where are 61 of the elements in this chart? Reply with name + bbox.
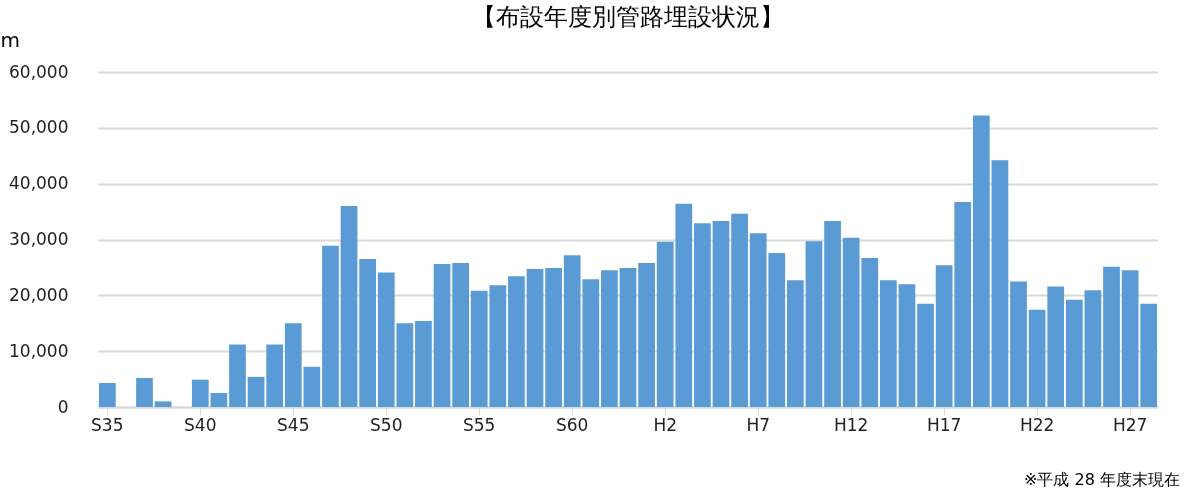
bar bbox=[1084, 290, 1102, 407]
x-tick-label: H12 bbox=[833, 414, 869, 435]
x-tick-label: S35 bbox=[91, 414, 124, 435]
bar bbox=[359, 259, 377, 407]
y-tick-label: 10,000 bbox=[9, 340, 69, 361]
bar bbox=[1065, 299, 1083, 407]
bar bbox=[98, 382, 116, 407]
bar bbox=[991, 160, 1009, 407]
x-tick-label: S50 bbox=[370, 414, 403, 435]
y-axis-title: m bbox=[0, 27, 20, 52]
bar bbox=[787, 280, 804, 407]
bar bbox=[247, 376, 265, 407]
bar bbox=[1103, 266, 1120, 407]
bar bbox=[601, 270, 618, 407]
y-tick-label: 0 bbox=[57, 396, 69, 417]
bar bbox=[210, 393, 228, 407]
bar bbox=[191, 379, 209, 407]
bar bbox=[1047, 286, 1065, 407]
bar bbox=[638, 262, 655, 407]
bar bbox=[545, 267, 562, 407]
bar bbox=[712, 221, 730, 407]
x-tick-label: S60 bbox=[555, 414, 589, 435]
bar bbox=[619, 267, 637, 407]
bar bbox=[1028, 309, 1046, 407]
bar bbox=[879, 280, 897, 407]
chart-title: 【布設年度別管路埋設状況】 bbox=[472, 3, 784, 31]
bar bbox=[452, 262, 469, 407]
bar bbox=[694, 223, 711, 407]
y-tick-label: 50,000 bbox=[9, 117, 69, 138]
x-tick-label: H22 bbox=[1019, 414, 1055, 435]
y-tick-label: 30,000 bbox=[9, 229, 69, 249]
text: ※平成 28 年度末現在 bbox=[1024, 470, 1180, 491]
bar bbox=[805, 241, 823, 407]
x-tick-label: H27 bbox=[1112, 414, 1148, 435]
y-tick-label: 60,000 bbox=[9, 61, 69, 82]
bar bbox=[154, 401, 172, 407]
x-tick-label: H2 bbox=[653, 414, 677, 435]
bar bbox=[917, 303, 934, 407]
x-tick-label: S40 bbox=[184, 414, 217, 435]
bar bbox=[1121, 270, 1139, 407]
x-tick-label: H7 bbox=[746, 414, 770, 435]
bar bbox=[1140, 303, 1158, 407]
bar bbox=[322, 245, 339, 407]
x-tick-label: S55 bbox=[463, 414, 496, 435]
bar bbox=[972, 115, 990, 407]
bar bbox=[824, 221, 841, 407]
bar bbox=[415, 321, 432, 407]
x-tick-label: S45 bbox=[277, 414, 310, 435]
bar bbox=[508, 276, 525, 407]
bar bbox=[526, 269, 544, 407]
y-tick-label: 20,000 bbox=[9, 284, 69, 305]
bar bbox=[340, 206, 358, 407]
x-tick-label: H17 bbox=[926, 414, 962, 435]
bar bbox=[433, 264, 451, 407]
bar bbox=[136, 377, 153, 407]
bar bbox=[266, 344, 284, 407]
bar bbox=[731, 213, 748, 407]
bar bbox=[898, 284, 916, 407]
y-tick-label: 40,000 bbox=[9, 173, 69, 194]
bar bbox=[1010, 281, 1027, 407]
bar bbox=[229, 344, 246, 407]
